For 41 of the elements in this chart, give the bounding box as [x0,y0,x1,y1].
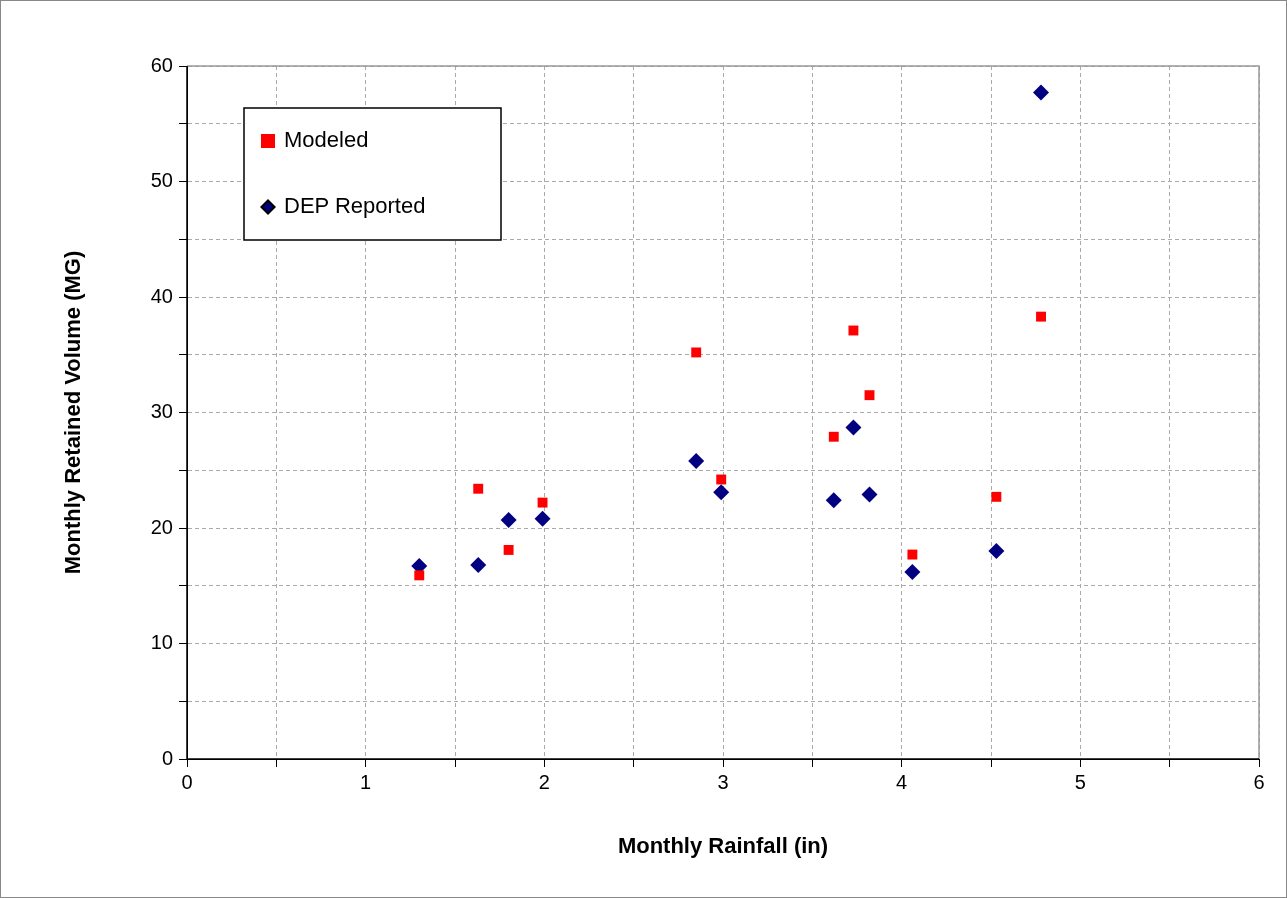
point [414,570,425,581]
point [825,492,842,509]
point [500,511,517,528]
point [845,419,862,436]
y-axis-title: Monthly Retained Volume (MG) [60,250,86,575]
point [716,474,727,485]
point [534,510,551,527]
point [537,497,548,508]
x-axis-title: Monthly Rainfall (in) [617,832,829,858]
x-tick-label: 3 [717,770,729,793]
point [473,483,484,494]
y-tick-label: 40 [150,284,173,307]
point [991,491,1002,502]
x-tick-label: 1 [360,770,372,793]
legend-label: Modeled [284,127,369,153]
y-tick-label: 50 [150,169,173,192]
point [828,431,839,442]
y-tick-label: 10 [150,631,173,654]
x-tick-label: 2 [538,770,550,793]
point [848,325,859,336]
x-tick-label: 6 [1253,770,1265,793]
x-tick-label: 5 [1074,770,1086,793]
legend-label: DEP Reported [284,193,426,219]
point [907,549,918,560]
point [1033,84,1050,101]
y-tick-label: 30 [150,400,173,423]
point [864,390,875,401]
point [988,543,1005,560]
x-tick-label: 4 [896,770,908,793]
point [503,545,514,555]
point [688,453,705,470]
y-tick-label: 20 [150,515,173,538]
y-tick-label: 0 [161,746,173,769]
point [861,486,878,503]
point [470,556,487,573]
point [691,347,702,358]
x-tick-label: 0 [181,770,193,793]
point [713,484,730,501]
point [904,563,921,580]
y-tick-label: 60 [150,53,173,76]
point [1036,311,1046,322]
